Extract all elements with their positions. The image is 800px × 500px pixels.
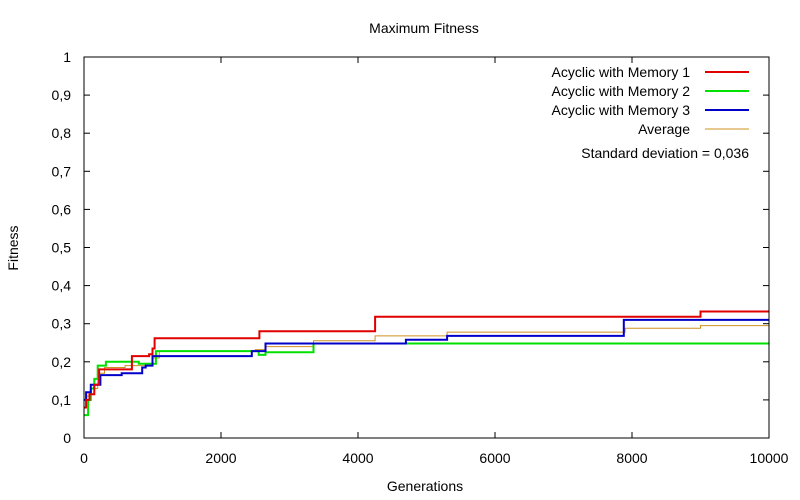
x-tick-label: 6000 [479, 450, 510, 466]
y-tick-label: 0,3 [52, 316, 72, 332]
legend-label: Acyclic with Memory 1 [552, 64, 691, 80]
x-tick-label: 8000 [616, 450, 647, 466]
x-tick-label: 0 [80, 450, 88, 466]
x-axis-title: Generations [387, 478, 463, 494]
legend-label: Acyclic with Memory 3 [552, 102, 691, 118]
series-line-acyclic-with-memory-1 [84, 310, 769, 409]
y-tick-label: 0,6 [52, 201, 72, 217]
x-tick-label: 4000 [342, 450, 373, 466]
legend-label: Acyclic with Memory 2 [552, 83, 691, 99]
y-tick-label: 0,7 [52, 163, 72, 179]
y-tick-label: 0,5 [52, 240, 72, 256]
plot-frame [83, 56, 770, 439]
y-axis-title: Fitness [5, 225, 21, 270]
y-tick-label: 0,2 [52, 354, 72, 370]
series-line-acyclic-with-memory-2 [84, 342, 769, 417]
y-tick-label: 0,8 [52, 125, 72, 141]
x-tick-label: 10000 [750, 450, 789, 466]
y-tick-label: 0 [63, 430, 71, 446]
std-deviation-annotation: Standard deviation = 0,036 [581, 145, 749, 161]
y-tick-label: 1 [63, 49, 71, 65]
legend-label: Average [638, 121, 690, 137]
series-line-acyclic-with-memory-3 [84, 318, 769, 401]
plot-series [84, 310, 769, 417]
chart-title: Maximum Fitness [369, 20, 479, 36]
legend: Acyclic with Memory 1 Acyclic with Memory… [552, 64, 749, 137]
x-tick-label: 2000 [205, 450, 236, 466]
y-tick-label: 0,1 [52, 392, 72, 408]
y-tick-label: 0,9 [52, 87, 72, 103]
axis-ticks: 0 2000 4000 6000 8000 10000 0 0,1 0,2 0,3 0,4 0,5 0,… [52, 49, 789, 466]
y-tick-label: 0,4 [52, 278, 72, 294]
